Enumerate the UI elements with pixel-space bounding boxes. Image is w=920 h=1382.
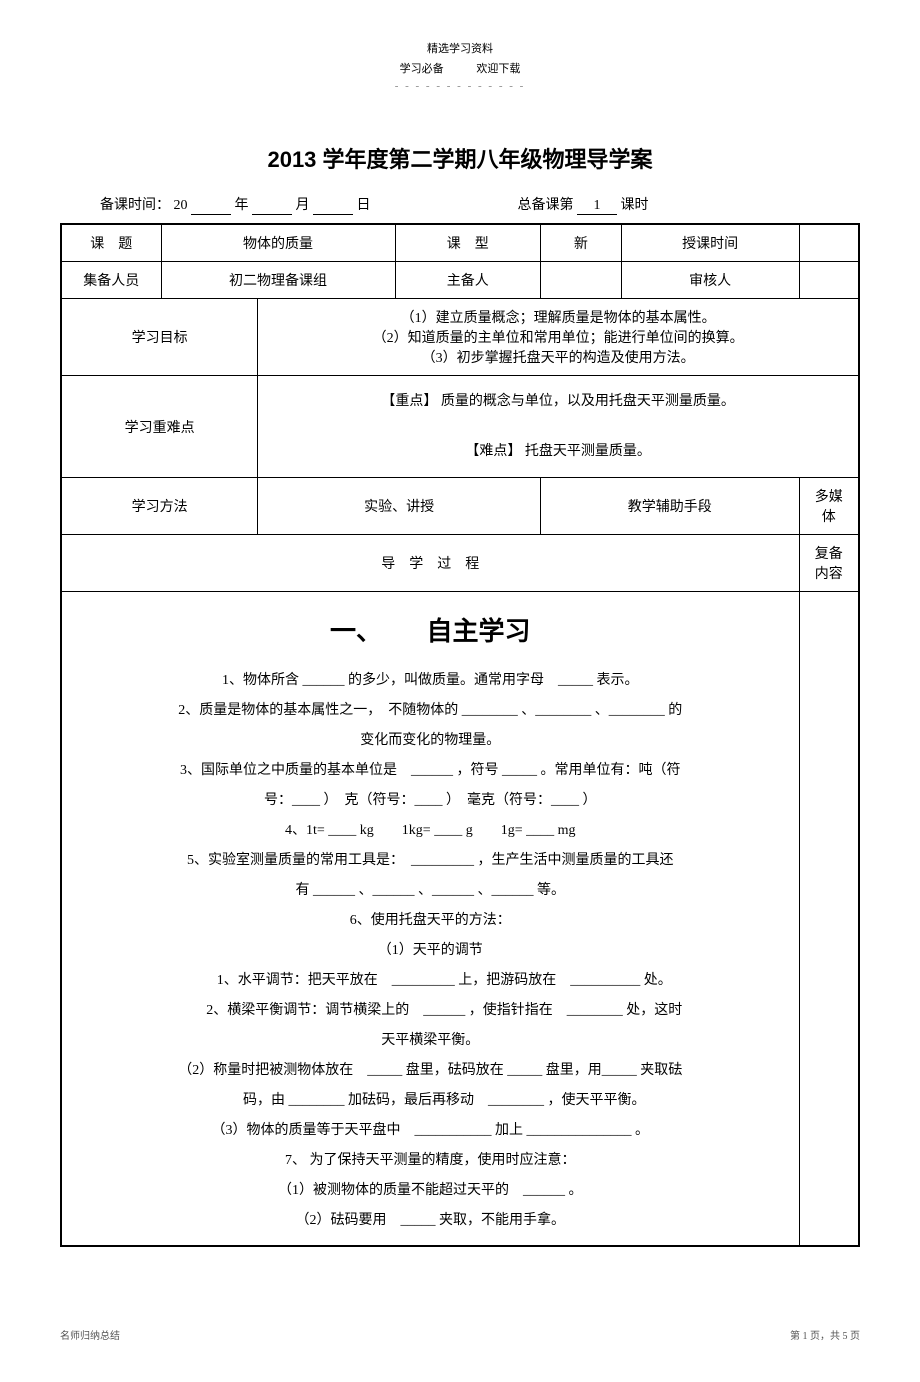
q2a: 2、质量是物体的基本属性之一， 不随物体的 ________ 、________… — [72, 697, 789, 725]
page-footer: 名师归纳总结 第 1 页，共 5 页 — [60, 1327, 860, 1342]
prep-line: 备课时间： 20 年 月 日 总备课第 1 课时 — [100, 194, 820, 215]
header-left: 学习必备 — [400, 63, 444, 75]
table-row: 学习重难点 【重点】 质量的概念与单位，以及用托盘天平测量质量。 【难点】 托盘… — [61, 376, 859, 478]
q6: 6、使用托盘天平的方法： — [72, 907, 789, 935]
q5a: 5、实验室测量质量的常用工具是： _________ ，生产生活中测量质量的工具… — [72, 847, 789, 875]
main-prep-label: 主备人 — [395, 262, 540, 299]
backup-cell — [799, 592, 859, 1247]
day-suffix: 日 — [357, 198, 371, 213]
backup-label: 复备内容 — [799, 535, 859, 592]
q6-1-1: 1、水平调节：把天平放在 _________ 上，把游码放在 _________… — [72, 967, 789, 995]
topic-label: 课 题 — [61, 224, 161, 262]
review-label: 审核人 — [621, 262, 799, 299]
footer-left: 名师归纳总结 — [60, 1327, 120, 1342]
q6-1-2: 2、横梁平衡调节：调节横梁上的 ______ ，使指针指在 ________ 处… — [72, 997, 789, 1025]
prep-label: 备课时间： — [100, 198, 170, 213]
total-prefix: 总备课第 — [518, 198, 574, 213]
q7: 7、 为了保持天平测量的精度，使用时应注意： — [72, 1147, 789, 1175]
difficulty-content: 【重点】 质量的概念与单位，以及用托盘天平测量质量。 【难点】 托盘天平测量质量… — [258, 376, 859, 478]
goals-content: （1）建立质量概念；理解质量是物体的基本属性。 （2）知道质量的主单位和常用单位… — [258, 299, 859, 376]
q6-3: （3）物体的质量等于天平盘中 ___________ 加上 __________… — [72, 1117, 789, 1145]
difficulty-label: 学习重难点 — [61, 376, 258, 478]
table-row: 学习目标 （1）建立质量概念；理解质量是物体的基本属性。 （2）知道质量的主单位… — [61, 299, 859, 376]
main-prep-value — [540, 262, 621, 299]
key-label: 【重点】 — [381, 394, 437, 409]
q7-2: （2）砝码要用 _____ 夹取，不能用手拿。 — [72, 1207, 789, 1235]
hard-text: 托盘天平测量质量。 — [525, 444, 651, 459]
staff-label: 集备人员 — [61, 262, 161, 299]
method-value: 实验、讲授 — [258, 478, 541, 535]
time-value — [799, 224, 859, 262]
process-label: 导 学 过 程 — [61, 535, 799, 592]
q6-1: （1）天平的调节 — [72, 937, 789, 965]
type-value: 新 — [540, 224, 621, 262]
section-num: 一、 — [330, 616, 382, 646]
content-cell: 一、 自主学习 1、物体所含 ______ 的多少，叫做质量。通常用字母 ___… — [61, 592, 799, 1247]
header-right: 欢迎下载 — [476, 63, 520, 75]
key-text: 质量的概念与单位，以及用托盘天平测量质量。 — [441, 394, 735, 409]
total-value: 1 — [577, 198, 617, 215]
staff-value: 初二物理备课组 — [161, 262, 395, 299]
aid-label: 教学辅助手段 — [540, 478, 799, 535]
q5b: 有 ______ 、______ 、______ 、______ 等。 — [72, 877, 789, 905]
table-row: 学习方法 实验、讲授 教学辅助手段 多媒体 — [61, 478, 859, 535]
goals-label: 学习目标 — [61, 299, 258, 376]
time-label: 授课时间 — [621, 224, 799, 262]
page-title: 2013 学年度第二学期八年级物理导学案 — [60, 142, 860, 174]
aid-value: 多媒体 — [799, 478, 859, 535]
q3b: 号：____ ） 克（符号：____ ） 毫克（符号：____ ） — [72, 787, 789, 815]
section-title-text: 自主学习 — [426, 616, 530, 646]
table-row: 一、 自主学习 1、物体所含 ______ 的多少，叫做质量。通常用字母 ___… — [61, 592, 859, 1247]
method-label: 学习方法 — [61, 478, 258, 535]
table-row: 课 题 物体的质量 课 型 新 授课时间 — [61, 224, 859, 262]
lesson-table: 课 题 物体的质量 课 型 新 授课时间 集备人员 初二物理备课组 主备人 审核… — [60, 223, 860, 1247]
goal-line-3: （3）初步掌握托盘天平的构造及使用方法。 — [268, 347, 848, 367]
year-prefix: 20 — [174, 198, 188, 213]
q2b: 变化而变化的物理量。 — [72, 727, 789, 755]
hard-label: 【难点】 — [465, 444, 521, 459]
month-suffix: 月 — [296, 198, 310, 213]
q6-2b: 码，由 ________ 加砝码，最后再移动 ________ ，使天平平衡。 — [72, 1087, 789, 1115]
q4: 4、1t= ____ kg 1kg= ____ g 1g= ____ mg — [72, 817, 789, 845]
year-blank — [191, 194, 231, 215]
day-blank — [313, 194, 353, 215]
year-suffix: 年 — [235, 198, 249, 213]
q1: 1、物体所含 ______ 的多少，叫做质量。通常用字母 _____ 表示。 — [72, 667, 789, 695]
q7-1: （1）被测物体的质量不能超过天平的 ______ 。 — [72, 1177, 789, 1205]
goal-line-2: （2）知道质量的主单位和常用单位；能进行单位间的换算。 — [268, 327, 848, 347]
goal-line-1: （1）建立质量概念；理解质量是物体的基本属性。 — [268, 307, 848, 327]
table-row: 集备人员 初二物理备课组 主备人 审核人 — [61, 262, 859, 299]
header-sub: 学习必备 欢迎下载 — [60, 60, 860, 76]
total-suffix: 课时 — [621, 198, 649, 213]
footer-right: 第 1 页，共 5 页 — [790, 1327, 860, 1342]
topic-value: 物体的质量 — [161, 224, 395, 262]
q3a: 3、国际单位之中质量的基本单位是 ______ ，符号 _____ 。常用单位有… — [72, 757, 789, 785]
q6-2a: （2）称量时把被测物体放在 _____ 盘里，砝码放在 _____ 盘里，用__… — [72, 1057, 789, 1085]
type-label: 课 型 — [395, 224, 540, 262]
header-top-text: 精选学习资料 — [60, 40, 860, 56]
q6-1-2b: 天平横梁平衡。 — [72, 1027, 789, 1055]
dashed-divider: - - - - - - - - - - - - - — [60, 80, 860, 92]
review-value — [799, 262, 859, 299]
month-blank — [252, 194, 292, 215]
table-row: 导 学 过 程 复备内容 — [61, 535, 859, 592]
